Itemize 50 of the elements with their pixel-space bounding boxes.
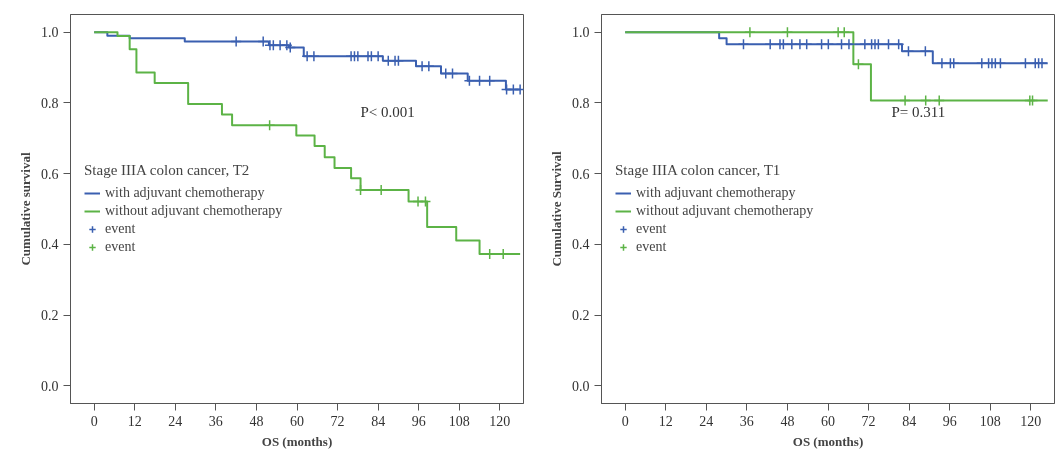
x-tick-label: 84 [371, 413, 386, 429]
x-tick-label: 12 [658, 413, 673, 429]
x-tick-label: 120 [489, 413, 511, 429]
legend-label: event [636, 219, 667, 238]
y-tick-label: 1.0 [41, 25, 59, 41]
y-tick-label: 1.0 [572, 25, 590, 41]
annotation: P< 0.001 [360, 103, 415, 120]
legend-label: event [636, 237, 667, 256]
y-tick-label: 0.0 [41, 378, 59, 394]
annotation: P= 0.311 [891, 103, 946, 120]
x-tick-label: 12 [127, 413, 142, 429]
x-tick-label: 48 [249, 413, 264, 429]
legend-label: with adjuvant chemotherapy [636, 183, 796, 202]
x-tick-label: 108 [979, 413, 1001, 429]
y-tick-label: 0.2 [41, 308, 59, 324]
x-tick-label: 72 [330, 413, 345, 429]
y-tick-label: 0.4 [572, 237, 590, 253]
y-tick-label: 0.8 [41, 95, 59, 111]
y-tick-label: 0.6 [572, 166, 590, 182]
x-tick-label: 24 [168, 413, 183, 429]
x-tick-label: 24 [699, 413, 714, 429]
x-tick-label: 60 [290, 413, 304, 429]
x-tick-label: 96 [411, 413, 426, 429]
y-axis-title: Cumulative survival [18, 152, 33, 266]
legend-label: without adjuvant chemotherapy [636, 201, 814, 220]
x-axis-title: OS (months) [261, 433, 333, 449]
x-tick-label: 0 [90, 413, 98, 429]
legend-label: without adjuvant chemotherapy [105, 201, 283, 220]
x-tick-label: 36 [739, 413, 754, 429]
x-tick-label: 96 [942, 413, 957, 429]
x-tick-label: 0 [621, 413, 629, 429]
legend-label: event [105, 237, 136, 256]
x-axis-title: OS (months) [792, 433, 864, 449]
y-tick-label: 0.2 [572, 308, 590, 324]
x-tick-label: 108 [448, 413, 470, 429]
x-tick-label: 84 [902, 413, 917, 429]
x-tick-label: 120 [1020, 413, 1042, 429]
y-tick-label: 0.8 [572, 95, 590, 111]
legend-label: event [105, 219, 136, 238]
y-axis-title: Cumulative Survival [549, 151, 564, 267]
legend-title: Stage IIIA colon cancer, T2 [84, 161, 251, 179]
y-tick-label: 0.6 [41, 166, 59, 182]
legend-title: Stage IIIA colon cancer, T1 [615, 161, 782, 179]
x-tick-label: 48 [780, 413, 795, 429]
x-tick-label: 60 [821, 413, 835, 429]
x-tick-label: 72 [861, 413, 876, 429]
y-tick-label: 0.4 [41, 237, 59, 253]
y-tick-label: 0.0 [572, 378, 590, 394]
x-tick-label: 36 [208, 413, 223, 429]
legend-label: with adjuvant chemotherapy [105, 183, 265, 202]
